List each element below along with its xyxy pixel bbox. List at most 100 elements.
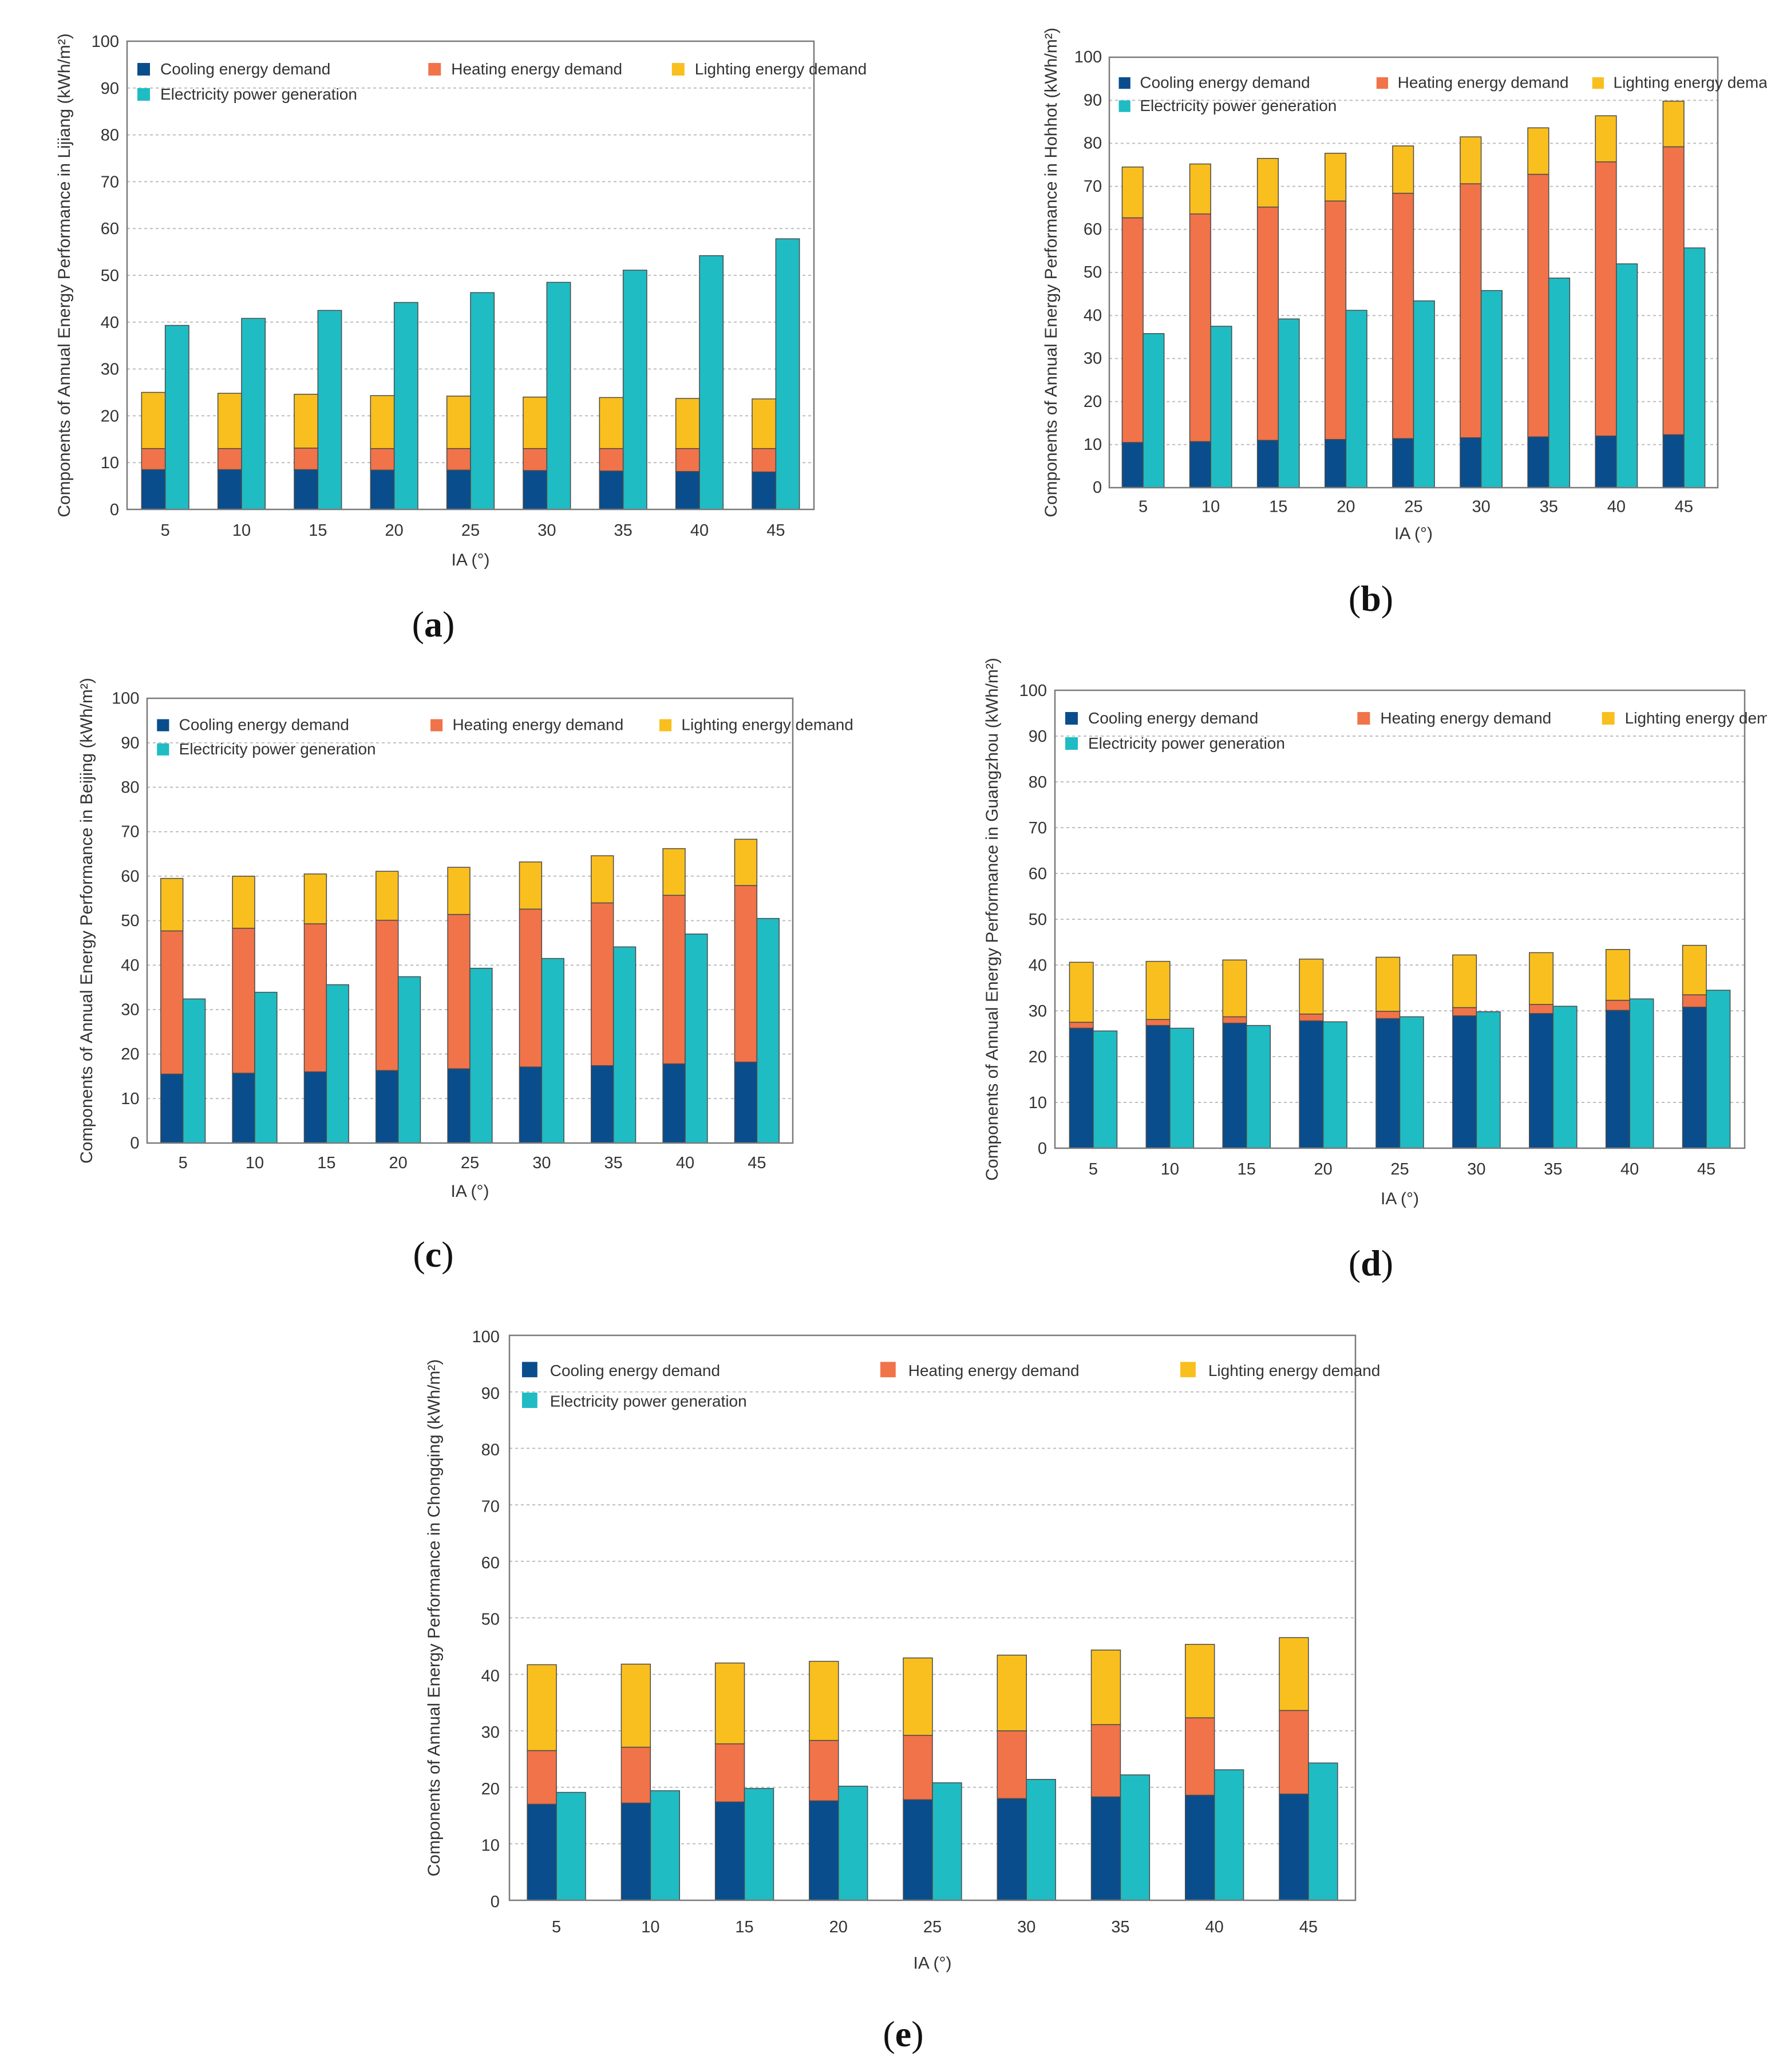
bar-heating-energy-demand [1375, 1011, 1401, 1019]
x-tick-label: 15 [1269, 497, 1287, 516]
bar-heating-energy-demand [1222, 1016, 1247, 1024]
x-tick-label: 5 [1139, 497, 1148, 516]
bar-electricity-power-generation [612, 946, 637, 1144]
bar-lighting-energy-demand [1529, 952, 1554, 1005]
y-tick-label: 60 [121, 867, 139, 885]
y-axis-title: Components of Annual Energy Performance … [1042, 27, 1061, 517]
bar-lighting-energy-demand [1527, 127, 1549, 175]
y-tick-label: 80 [101, 126, 119, 145]
plot-area-frame [126, 40, 815, 511]
legend-swatch [671, 63, 685, 76]
bar-lighting-energy-demand [620, 1663, 651, 1748]
legend-item-lighting-energy-demand: Lighting energy demand [659, 716, 853, 734]
panel-label: (a) [412, 604, 455, 644]
bar-electricity-power-generation [1322, 1021, 1347, 1149]
bar-lighting-energy-demand [1069, 962, 1094, 1023]
x-tick-label: 35 [604, 1154, 623, 1172]
x-tick-label: 25 [1390, 1160, 1409, 1179]
bar-lighting-energy-demand [1222, 959, 1247, 1018]
y-tick-label: 60 [101, 220, 119, 238]
bar-cooling-energy-demand [1189, 441, 1211, 488]
bar-heating-energy-demand [446, 448, 471, 471]
legend-label: Heating energy demand [452, 716, 623, 734]
y-tick-label: 30 [481, 1723, 500, 1742]
y-tick-label: 70 [121, 823, 139, 841]
legend-label: Cooling energy demand [1140, 73, 1310, 91]
bar-heating-energy-demand [1605, 999, 1630, 1011]
bar-electricity-power-generation [241, 318, 266, 510]
y-tick-label: 10 [121, 1090, 139, 1108]
y-tick-label: 0 [491, 1893, 500, 1911]
legend-label: Lighting energy demand [1625, 709, 1767, 727]
bar-electricity-power-generation [1246, 1025, 1271, 1149]
bar-cooling-energy-demand [232, 1073, 255, 1144]
bar-cooling-energy-demand [527, 1804, 557, 1901]
x-tick-label: 15 [309, 521, 327, 540]
x-tick-label: 25 [1404, 497, 1422, 516]
bar-heating-energy-demand [997, 1730, 1027, 1800]
y-tick-label: 40 [481, 1667, 500, 1685]
legend-item-cooling-energy-demand: Cooling energy demand [1065, 709, 1258, 727]
legend-swatch [157, 743, 169, 756]
x-tick-label: 5 [179, 1154, 188, 1172]
bar-cooling-energy-demand [1460, 437, 1482, 488]
legend-swatch [1180, 1362, 1196, 1378]
panel-label: (e) [883, 2014, 923, 2054]
bar-electricity-power-generation [838, 1785, 868, 1901]
bar-heating-energy-demand [903, 1735, 933, 1801]
x-tick-label: 10 [1161, 1160, 1179, 1179]
bar-cooling-energy-demand [591, 1065, 614, 1144]
x-tick-label: 5 [161, 521, 170, 540]
y-tick-label: 0 [1093, 479, 1102, 497]
bar-electricity-power-generation [1210, 326, 1232, 488]
bar-lighting-energy-demand [141, 392, 166, 449]
bar-electricity-power-generation [1308, 1762, 1338, 1901]
bar-lighting-energy-demand [1595, 115, 1617, 163]
bar-lighting-energy-demand [1605, 949, 1630, 1001]
bar-heating-energy-demand [1145, 1019, 1171, 1026]
x-tick-label: 45 [748, 1154, 766, 1172]
bar-electricity-power-generation [699, 255, 724, 510]
bar-lighting-energy-demand [1299, 958, 1324, 1015]
x-tick-label: 40 [1205, 1918, 1224, 1936]
y-tick-label: 20 [121, 1045, 139, 1063]
y-tick-label: 90 [481, 1385, 500, 1403]
x-tick-label: 30 [537, 521, 556, 540]
bar-electricity-power-generation [756, 918, 780, 1144]
bar-heating-energy-demand [375, 919, 399, 1071]
y-tick-label: 70 [481, 1497, 500, 1516]
legend-item-electricity-power-generation: Electricity power generation [157, 740, 376, 758]
bar-lighting-energy-demand [370, 395, 395, 449]
x-tick-label: 15 [1238, 1160, 1256, 1179]
panel-letter: e [895, 2014, 911, 2054]
bar-cooling-energy-demand [1185, 1794, 1215, 1901]
bar-heating-energy-demand [591, 902, 614, 1066]
chart-panel-e: 5 10 15 20 25 30 35 40 45 0 10 20 30 40 50 60 70 80 90 100 I… [425, 1328, 1380, 2054]
bar-heating-energy-demand [523, 448, 548, 471]
x-tick-label: 30 [532, 1154, 551, 1172]
legend-swatch [137, 63, 150, 76]
bar-electricity-power-generation [1093, 1030, 1118, 1149]
bar-electricity-power-generation [164, 325, 189, 510]
bar-lighting-energy-demand [523, 396, 548, 449]
legend-swatch [157, 719, 169, 731]
plot-area-frame [1108, 56, 1719, 489]
y-tick-label: 10 [1084, 436, 1102, 454]
bar-cooling-energy-demand [662, 1063, 686, 1144]
y-tick-label: 50 [121, 912, 139, 930]
bar-lighting-energy-demand [519, 861, 543, 910]
x-tick-label: 25 [923, 1918, 942, 1936]
x-tick-label: 10 [232, 521, 251, 540]
legend-item-cooling-energy-demand: Cooling energy demand [521, 1362, 720, 1379]
y-tick-label: 60 [1084, 220, 1102, 239]
legend-item-heating-energy-demand: Heating energy demand [428, 60, 622, 78]
y-tick-label: 70 [1084, 177, 1102, 196]
bar-heating-energy-demand [734, 885, 758, 1063]
x-tick-label: 20 [389, 1154, 408, 1172]
legend-item-cooling-energy-demand: Cooling energy demand [1118, 73, 1310, 91]
y-tick-label: 50 [1029, 911, 1047, 929]
legend-label: Cooling energy demand [1088, 709, 1258, 727]
y-tick-label: 60 [481, 1554, 500, 1572]
legend-label: Heating energy demand [1398, 73, 1569, 91]
chart-panel-a: 5 10 15 20 25 30 35 40 45 0 10 20 30 40 50 60 70 80 90 100 I… [55, 33, 867, 644]
